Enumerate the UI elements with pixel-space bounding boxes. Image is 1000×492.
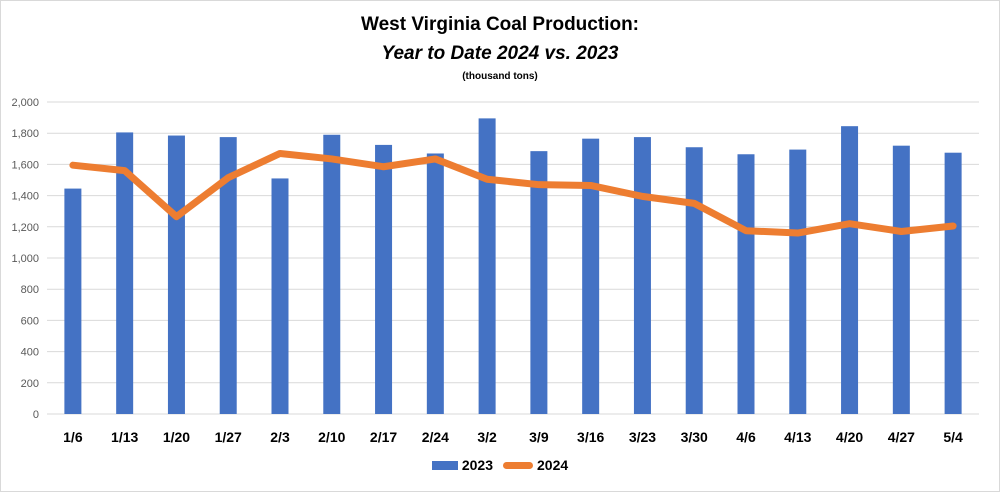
bar-2023 (375, 144, 393, 414)
x-tick-label: 4/6 (736, 429, 756, 445)
y-tick-label: 600 (21, 315, 39, 327)
chart-units-note: (thousand tons) (462, 71, 538, 82)
x-tick-label: 4/20 (836, 429, 863, 445)
y-tick-label: 400 (21, 347, 39, 359)
y-tick-label: 1,800 (11, 128, 39, 140)
bar-2023 (841, 126, 859, 415)
x-tick-label: 2/10 (318, 429, 345, 445)
bar-2023 (633, 137, 651, 414)
y-tick-label: 2,000 (11, 97, 39, 109)
x-tick-label: 4/13 (784, 429, 811, 445)
x-tick-label: 5/4 (943, 429, 963, 445)
bar-2023 (219, 137, 237, 414)
y-tick-label: 200 (21, 378, 39, 390)
point-2024 (590, 184, 592, 186)
x-tick-label: 1/6 (63, 429, 83, 445)
bar-2023 (167, 135, 185, 415)
bar-2023 (64, 188, 82, 414)
legend-label-2024: 2024 (537, 457, 569, 473)
legend-item-2024: 2024 (503, 457, 568, 473)
point-2024 (538, 184, 540, 186)
x-tick-label: 1/20 (163, 429, 190, 445)
legend-swatch-line (503, 461, 533, 469)
x-tick-label: 3/16 (577, 429, 604, 445)
point-2024 (952, 225, 954, 227)
bar-2023 (426, 153, 444, 415)
point-2024 (849, 223, 851, 225)
point-2024 (900, 230, 902, 232)
x-tick-label: 2/17 (370, 429, 397, 445)
bar-2023 (323, 134, 341, 414)
bar-2023 (530, 151, 548, 414)
y-tick-label: 0 (33, 409, 39, 421)
bar-2023 (116, 132, 134, 415)
point-2024 (331, 158, 333, 160)
legend-swatch-bar (431, 460, 458, 470)
y-tick-label: 800 (21, 284, 39, 296)
y-tick-label: 1,400 (11, 191, 39, 203)
point-2024 (227, 177, 229, 179)
point-2024 (641, 195, 643, 197)
x-tick-label: 3/9 (529, 429, 549, 445)
chart-subtitle: Year to Date 2024 vs. 2023 (381, 43, 619, 64)
chart-title: West Virginia Coal Production: (361, 14, 639, 35)
x-tick-label: 1/13 (111, 429, 138, 445)
point-2024 (175, 216, 177, 218)
point-2024 (486, 178, 488, 180)
chart-legend: 2023 2024 (1, 457, 999, 473)
y-tick-label: 1,200 (11, 222, 39, 234)
point-2024 (693, 202, 695, 204)
bar-2023 (685, 147, 703, 415)
legend-item-2023: 2023 (431, 457, 493, 473)
x-tick-label: 1/27 (215, 429, 242, 445)
y-tick-label: 1,600 (11, 159, 39, 171)
bar-2023 (582, 138, 600, 414)
x-tick-label: 2/24 (422, 429, 449, 445)
x-tick-label: 2/3 (270, 429, 290, 445)
x-tick-label: 3/2 (477, 429, 497, 445)
bar-2023 (944, 152, 962, 414)
point-2024 (124, 170, 126, 172)
point-2024 (797, 232, 799, 234)
line-2024 (69, 149, 957, 237)
bar-2023 (789, 149, 807, 414)
point-2024 (72, 164, 74, 166)
chart-plot: 2,000 1,800 1,600 1,400 1,200 1,000 800 600 400 2… (11, 97, 979, 445)
point-2024 (383, 166, 385, 168)
bar-2023 (478, 118, 496, 414)
bar-2023 (892, 145, 910, 414)
point-2024 (434, 158, 436, 160)
x-tick-label: 3/23 (629, 429, 656, 445)
y-tick-label: 1,000 (11, 253, 39, 265)
point-2024 (279, 152, 281, 154)
point-2024 (745, 230, 747, 232)
x-tick-label: 4/27 (888, 429, 915, 445)
bar-2023 (271, 178, 289, 414)
x-tick-label: 3/30 (681, 429, 708, 445)
legend-label-2023: 2023 (461, 457, 493, 473)
bar-2023 (737, 154, 755, 414)
